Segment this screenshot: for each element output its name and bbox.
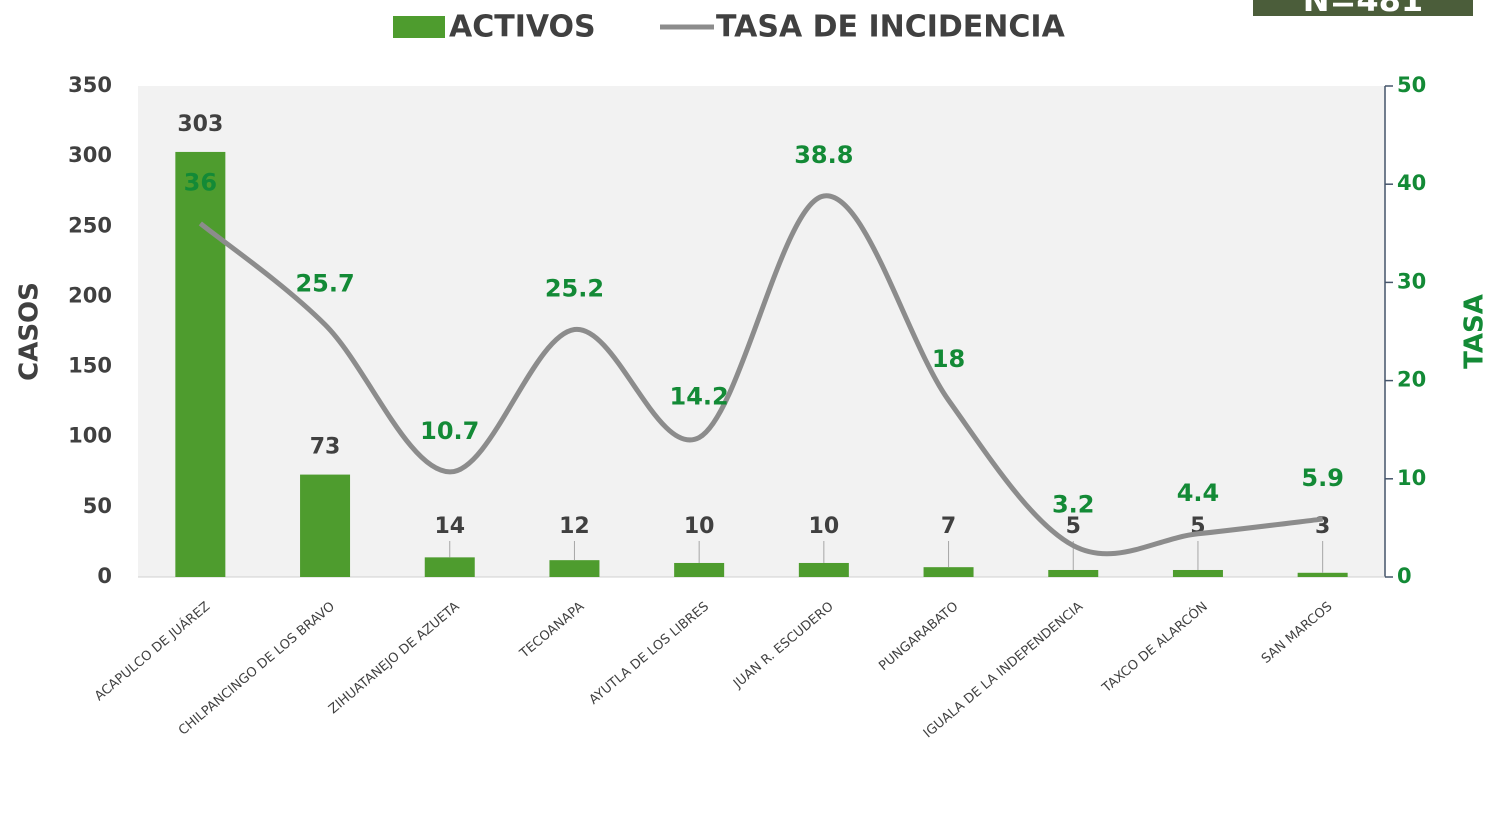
line-label: 25.2 (545, 275, 604, 303)
bar-label: 14 (434, 514, 465, 539)
bar (1297, 572, 1348, 577)
badge-box (1253, 0, 1473, 16)
bar (674, 562, 725, 577)
line-label: 3.2 (1052, 491, 1095, 519)
y2-tick-label: 0 (1397, 564, 1412, 588)
legend-label: ACTIVOS (449, 10, 596, 45)
bar-label: 5 (1066, 514, 1081, 539)
y-tick-label: 350 (68, 73, 112, 97)
y-tick-label: 250 (68, 213, 112, 237)
bar-label: 10 (809, 514, 840, 539)
bar (300, 474, 351, 577)
bar-label: 73 (310, 435, 341, 460)
bar (424, 557, 475, 577)
y-tick-label: 150 (68, 354, 112, 378)
x-tick-label: TAXCO DE ALARCÓN (1098, 598, 1210, 696)
bar (798, 562, 849, 577)
x-tick-label: JUAN R. ESCUDERO (730, 599, 837, 692)
line-label: 36 (184, 168, 217, 196)
y2-axis-title: TASA (1460, 294, 1490, 369)
line-label: 18 (932, 345, 965, 373)
y2-tick-label: 40 (1397, 171, 1426, 195)
bar (175, 151, 226, 578)
line-label: 25.7 (295, 270, 354, 298)
y2-tick-label: 50 (1397, 73, 1426, 97)
bar-label: 303 (177, 112, 223, 137)
x-tick-label: AYUTLA DE LOS LIBRES (587, 599, 712, 708)
y-tick-label: 50 (83, 494, 112, 518)
bar-label: 10 (684, 514, 715, 539)
badge: N=481 (1303, 0, 1423, 19)
y2-tick-label: 10 (1397, 466, 1426, 490)
line (198, 193, 1323, 557)
line-label: 38.8 (794, 141, 853, 169)
line-label: 5.9 (1301, 464, 1344, 492)
legend-label: TASA DE INCIDENCIA (716, 10, 1066, 45)
bar (1048, 569, 1099, 577)
y-tick-label: 200 (68, 283, 112, 307)
line-label: 14.2 (670, 383, 729, 411)
x-tick-label: ZIHUATANEJO DE AZUETA (326, 599, 463, 717)
y-tick-label: 100 (68, 424, 112, 448)
x-tick-label: ACAPULCO DE JUÁREZ (91, 598, 213, 704)
bar-label: 7 (941, 514, 956, 539)
bar (923, 567, 974, 577)
y-axis-title: CASOS (15, 282, 45, 381)
legend-swatch (393, 16, 445, 38)
x-tick-label: SAN MARCOS (1259, 599, 1336, 667)
y-tick-label: 0 (97, 564, 112, 588)
bar-label: 12 (559, 514, 590, 539)
y-tick-label: 300 (68, 143, 112, 167)
line-label: 10.7 (420, 417, 479, 445)
y2-tick-label: 30 (1397, 269, 1426, 293)
bar (1172, 569, 1223, 577)
line-label: 4.4 (1177, 479, 1220, 507)
y2-tick-label: 20 (1397, 368, 1426, 392)
bar (549, 560, 600, 577)
x-tick-label: PUNGARABATO (876, 599, 961, 674)
x-tick-label: TECOANAPA (517, 599, 588, 662)
